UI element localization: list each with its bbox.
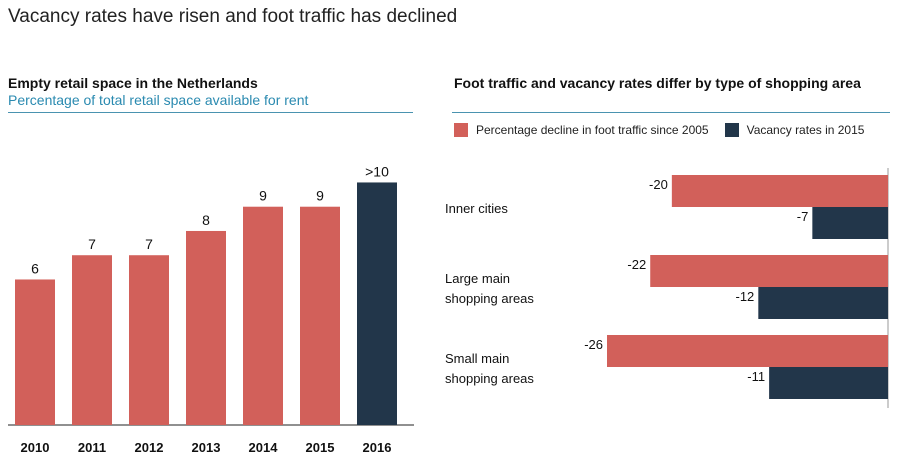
page-title: Vacancy rates have risen and foot traffi… (8, 6, 458, 27)
category-label-2-0: Small main (445, 351, 509, 366)
left-chart-title: Empty retail space in the Netherlands (8, 75, 258, 91)
x-tick-label-2010: 2010 (21, 440, 50, 455)
bar-2014 (243, 206, 283, 425)
bar-value-label-2013: 8 (202, 212, 210, 228)
category-label-1-1: shopping areas (445, 291, 534, 306)
bar-value-label-2016: >10 (365, 163, 389, 179)
right-chart-legend: Percentage decline in foot traffic since… (454, 123, 864, 137)
bar-value-label-2014: 9 (259, 188, 267, 204)
legend-label-vacancy: Vacancy rates in 2015 (746, 123, 865, 137)
bar-2012 (129, 255, 169, 425)
bar-value-label-2012: 7 (145, 236, 153, 252)
legend-item-foot-traffic: Percentage decline in foot traffic since… (454, 123, 709, 137)
hbar-s1-g2 (769, 367, 888, 399)
bar-2016 (357, 182, 397, 425)
hbar-s0-g1 (650, 255, 888, 287)
right-chart-divider (452, 112, 890, 113)
hbar-value-label-s1-g1: -12 (736, 289, 755, 304)
bar-2013 (186, 230, 226, 425)
hbar-value-label-s1-g2: -11 (747, 369, 765, 384)
x-tick-label-2012: 2012 (135, 440, 164, 455)
bar-2015 (300, 206, 340, 425)
legend-item-vacancy: Vacancy rates in 2015 (724, 123, 865, 137)
x-tick-label-2011: 2011 (78, 440, 106, 455)
category-label-1-0: Large main (445, 271, 510, 286)
hbar-s1-g1 (758, 287, 888, 319)
legend-label-foot-traffic: Percentage decline in foot traffic since… (476, 123, 709, 137)
x-tick-label-2013: 2013 (192, 440, 221, 455)
left-chart-subtitle: Percentage of total retail space availab… (8, 92, 309, 108)
hbar-value-label-s0-g0: -20 (649, 177, 668, 192)
hbar-value-label-s1-g0: -7 (797, 209, 809, 224)
category-label-2-1: shopping areas (445, 371, 534, 386)
legend-swatch-foot-traffic (454, 123, 468, 137)
bar-2011 (72, 255, 112, 425)
x-tick-label-2015: 2015 (306, 440, 335, 455)
hbar-s0-g2 (607, 335, 888, 367)
category-label-0-0: Inner cities (445, 201, 508, 216)
bar-value-label-2010: 6 (31, 260, 39, 276)
left-chart-divider (8, 112, 413, 113)
hbar-s1-g0 (812, 207, 888, 239)
hbar-value-label-s0-g1: -22 (627, 257, 646, 272)
x-tick-label-2016: 2016 (363, 440, 392, 455)
bar-value-label-2011: 7 (88, 236, 96, 252)
hbar-s0-g0 (671, 175, 888, 207)
bar-2010 (15, 279, 55, 425)
hbar-value-label-s0-g2: -26 (584, 337, 603, 352)
right-chart-title: Foot traffic and vacancy rates differ by… (454, 75, 861, 91)
legend-swatch-vacancy (724, 123, 739, 137)
x-tick-label-2014: 2014 (249, 440, 279, 455)
bar-value-label-2015: 9 (316, 188, 324, 204)
